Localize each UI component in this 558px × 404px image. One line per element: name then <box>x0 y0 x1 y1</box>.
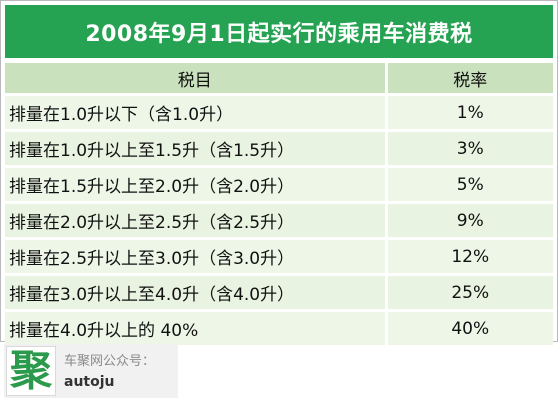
table-row: 排量在3.0升以上至4.0升（含4.0升） 25% <box>5 274 553 312</box>
table-row: 排量在1.5升以上至2.0升（含2.0升） 5% <box>5 166 553 204</box>
brand-watermark: 聚 车聚网公众号： autoju <box>4 344 178 398</box>
row-rate: 3% <box>384 130 553 168</box>
row-rate: 5% <box>384 166 553 204</box>
brand-label: 车聚网公众号： <box>64 354 156 369</box>
row-rate: 1% <box>384 94 553 132</box>
table-row: 排量在2.0升以上至2.5升（含2.5升） 9% <box>5 202 553 240</box>
tax-table: 税目 税率 排量在1.0升以下（含1.0升） 1% 排量在1.0升以上至1.5升… <box>5 63 553 348</box>
page-title: 2008年9月1日起实行的乘用车消费税 <box>5 5 553 58</box>
row-rate: 25% <box>384 274 553 312</box>
table-row: 排量在1.0升以上至1.5升（含1.5升） 3% <box>5 130 553 168</box>
table-row: 排量在2.5升以上至3.0升（含3.0升） 12% <box>5 238 553 276</box>
row-rate: 40% <box>384 310 553 348</box>
row-item: 排量在2.0升以上至2.5升（含2.5升） <box>5 202 386 240</box>
brand-logo-icon: 聚 <box>6 346 56 396</box>
row-rate: 9% <box>384 202 553 240</box>
table-header-row: 税目 税率 <box>5 63 553 96</box>
row-item: 排量在1.0升以下（含1.0升） <box>5 94 386 132</box>
row-rate: 12% <box>384 238 553 276</box>
row-item: 排量在3.0升以上至4.0升（含4.0升） <box>5 274 386 312</box>
row-item: 排量在1.5升以上至2.0升（含2.0升） <box>5 166 386 204</box>
table-row: 排量在4.0升以上的 40% 40% <box>5 310 553 348</box>
brand-logo-glyph: 聚 <box>9 346 52 395</box>
row-item: 排量在2.5升以上至3.0升（含3.0升） <box>5 238 386 276</box>
header-rate: 税率 <box>384 63 553 96</box>
row-item: 排量在1.0升以上至1.5升（含1.5升） <box>5 130 386 168</box>
tax-card: 2008年9月1日起实行的乘用车消费税 税目 税率 排量在1.0升以下（含1.0… <box>0 0 558 348</box>
brand-account: autoju <box>64 374 115 390</box>
table-row: 排量在1.0升以下（含1.0升） 1% <box>5 94 553 132</box>
header-item: 税目 <box>5 63 386 96</box>
row-item: 排量在4.0升以上的 40% <box>5 310 386 348</box>
